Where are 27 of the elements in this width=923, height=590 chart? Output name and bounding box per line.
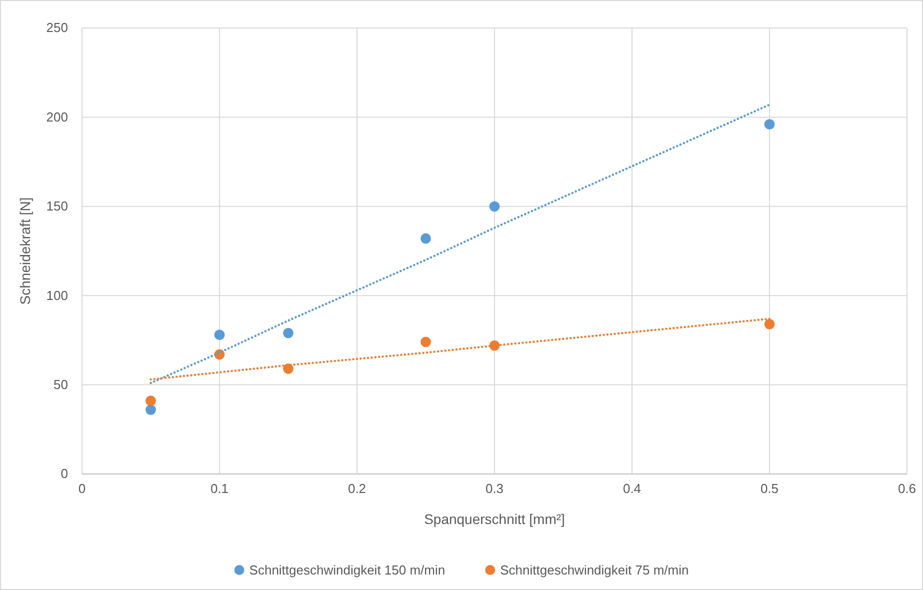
y-tick-label: 150 — [46, 198, 68, 214]
legend-label: Schnittgeschwindigkeit 75 m/min — [500, 562, 689, 578]
y-axis-title: Schneidekraft [N] — [17, 197, 33, 305]
point — [489, 201, 500, 212]
x-tick-label: 0.5 — [760, 481, 779, 496]
y-tick-label: 200 — [46, 109, 68, 124]
y-tick-label: 0 — [60, 466, 68, 482]
x-tick-label: 0.6 — [898, 481, 916, 496]
y-tick-label: 100 — [46, 288, 68, 303]
x-tick-label: 0 — [78, 481, 86, 496]
line-series — [150, 104, 771, 384]
x-tick-label: 0.4 — [622, 481, 642, 496]
point — [146, 404, 156, 415]
point — [146, 396, 156, 406]
point — [420, 336, 431, 348]
x-tick-label: 0.1 — [210, 481, 229, 496]
x-axis-title: Spanquerschnitt [mm²] — [424, 511, 565, 527]
y-tick-label: 250 — [46, 20, 68, 36]
point — [764, 119, 775, 130]
point — [764, 318, 775, 330]
point — [214, 330, 225, 340]
point — [420, 233, 431, 244]
y-tick-label: 50 — [54, 376, 68, 392]
point — [283, 328, 294, 338]
x-tick-label: 0.2 — [348, 481, 366, 496]
legend-label: Schnittgeschwindigkeit 150 m/min — [249, 562, 446, 578]
x-tick-label: 0.3 — [485, 481, 504, 496]
